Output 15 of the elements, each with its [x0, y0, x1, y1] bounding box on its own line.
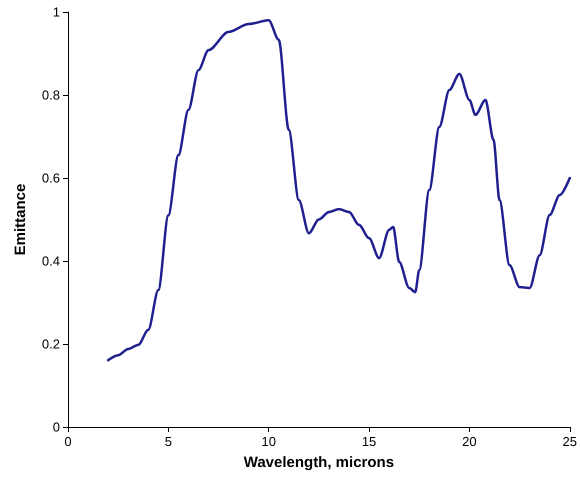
y-tick-label: 0.6: [42, 170, 60, 186]
x-tick-label: 15: [362, 434, 376, 449]
y-tick-label: 0.8: [42, 88, 60, 102]
x-tick-label: 0: [64, 434, 72, 449]
line-series: [106, 19, 572, 362]
x-tick-label: 10: [261, 434, 276, 449]
y-tick-label: 0: [52, 420, 60, 434]
x-tick-label: 5: [164, 434, 172, 449]
y-tick-label: 0.4: [42, 254, 60, 268]
x-tick-label: 20: [462, 434, 477, 449]
x-tick-label: 25: [562, 434, 578, 449]
y-tick-label: 1: [52, 4, 60, 20]
x-axis-title: Wavelength, microns: [244, 454, 394, 471]
y-tick-label: 0.2: [42, 336, 60, 352]
y-axis-title: Emittance: [12, 184, 29, 256]
